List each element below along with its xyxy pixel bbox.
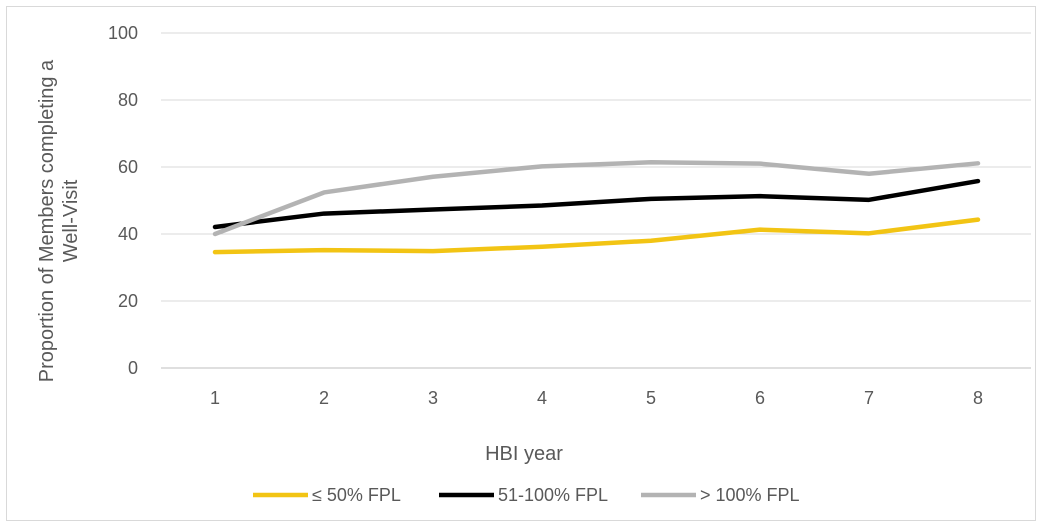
y-tick-label-60: 60 [118, 157, 138, 177]
x-axis-ticks: 1 2 3 4 5 6 7 8 [210, 388, 983, 408]
legend-label-1: ≤ 50% FPL [312, 485, 401, 505]
x-tick-label-2: 2 [319, 388, 329, 408]
series-line-3 [212, 160, 981, 237]
series-line-1 [212, 217, 981, 255]
y-tick-label-0: 0 [128, 358, 138, 378]
legend-label-3: > 100% FPL [700, 485, 800, 505]
x-tick-label-8: 8 [973, 388, 983, 408]
y-tick-label-100: 100 [108, 23, 138, 43]
x-axis-title: HBI year [485, 443, 563, 465]
line-chart: 0 20 40 60 80 100 1 2 3 4 5 6 7 8 Proportion of Memb… [36, 23, 1031, 505]
x-tick-label-7: 7 [864, 388, 874, 408]
legend-label-2: 51-100% FPL [498, 485, 608, 505]
y-tick-label-40: 40 [118, 224, 138, 244]
x-tick-label-5: 5 [646, 388, 656, 408]
x-tick-label-1: 1 [210, 388, 220, 408]
x-tick-label-4: 4 [537, 388, 547, 408]
series-lines [212, 160, 981, 255]
y-axis-title-line-1: Proportion of Members completing a [36, 59, 58, 382]
y-axis-title-line-2: Well-Visit [60, 179, 82, 262]
gridlines [161, 32, 1031, 369]
x-tick-label-6: 6 [755, 388, 765, 408]
legend: ≤ 50% FPL 51-100% FPL > 100% FPL [253, 485, 800, 505]
series-line-2 [212, 178, 981, 230]
y-axis-ticks: 0 20 40 60 80 100 [108, 23, 138, 378]
y-tick-label-80: 80 [118, 90, 138, 110]
y-tick-label-20: 20 [118, 291, 138, 311]
x-tick-label-3: 3 [428, 388, 438, 408]
chart-frame: 0 20 40 60 80 100 1 2 3 4 5 6 7 8 Proportion of Memb… [6, 6, 1036, 521]
